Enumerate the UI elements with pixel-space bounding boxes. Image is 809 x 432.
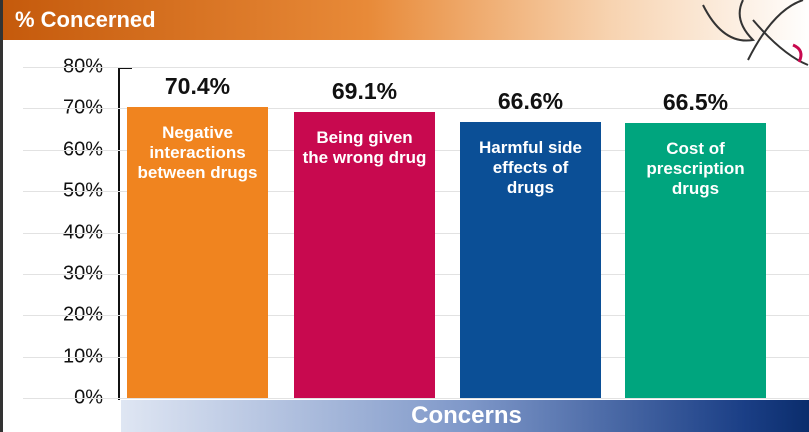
category-label: Harmful side effects of drugs [479, 138, 582, 198]
category-label: Being given the wrong drug [302, 128, 427, 168]
category-label: Cost of prescription drugs [646, 138, 745, 198]
y-axis-cap [120, 67, 132, 69]
y-tick-label: 0% [74, 386, 103, 409]
y-axis [118, 67, 120, 400]
bar [625, 122, 766, 398]
grid-line [23, 398, 809, 399]
value-label: 66.6% [497, 88, 564, 115]
grid-line [23, 67, 809, 68]
y-tick-label: 60% [62, 138, 103, 161]
chart-title: % Concerned [15, 7, 156, 32]
bar [127, 106, 268, 398]
y-tick-label: 50% [62, 179, 103, 202]
header-bar: % Concerned [3, 0, 809, 40]
category-label: Negative interactions between drugs [137, 122, 258, 182]
y-tick-label: 20% [62, 303, 103, 326]
bar [460, 122, 601, 398]
y-tick-label: 10% [62, 345, 103, 368]
value-label: 69.1% [331, 78, 398, 105]
x-axis-bar: Concerns [121, 400, 809, 432]
value-label: 66.5% [662, 88, 729, 115]
y-tick-label: 80% [62, 55, 103, 78]
y-tick-label: 40% [62, 221, 103, 243]
grid-line [23, 108, 809, 110]
y-tick-label: 30% [62, 262, 103, 285]
x-axis-title: Concerns [411, 402, 522, 429]
rx-logo [702, 0, 809, 66]
bar [294, 112, 435, 398]
y-tick-label: 70% [62, 96, 103, 119]
value-label: 70.4% [164, 72, 231, 99]
